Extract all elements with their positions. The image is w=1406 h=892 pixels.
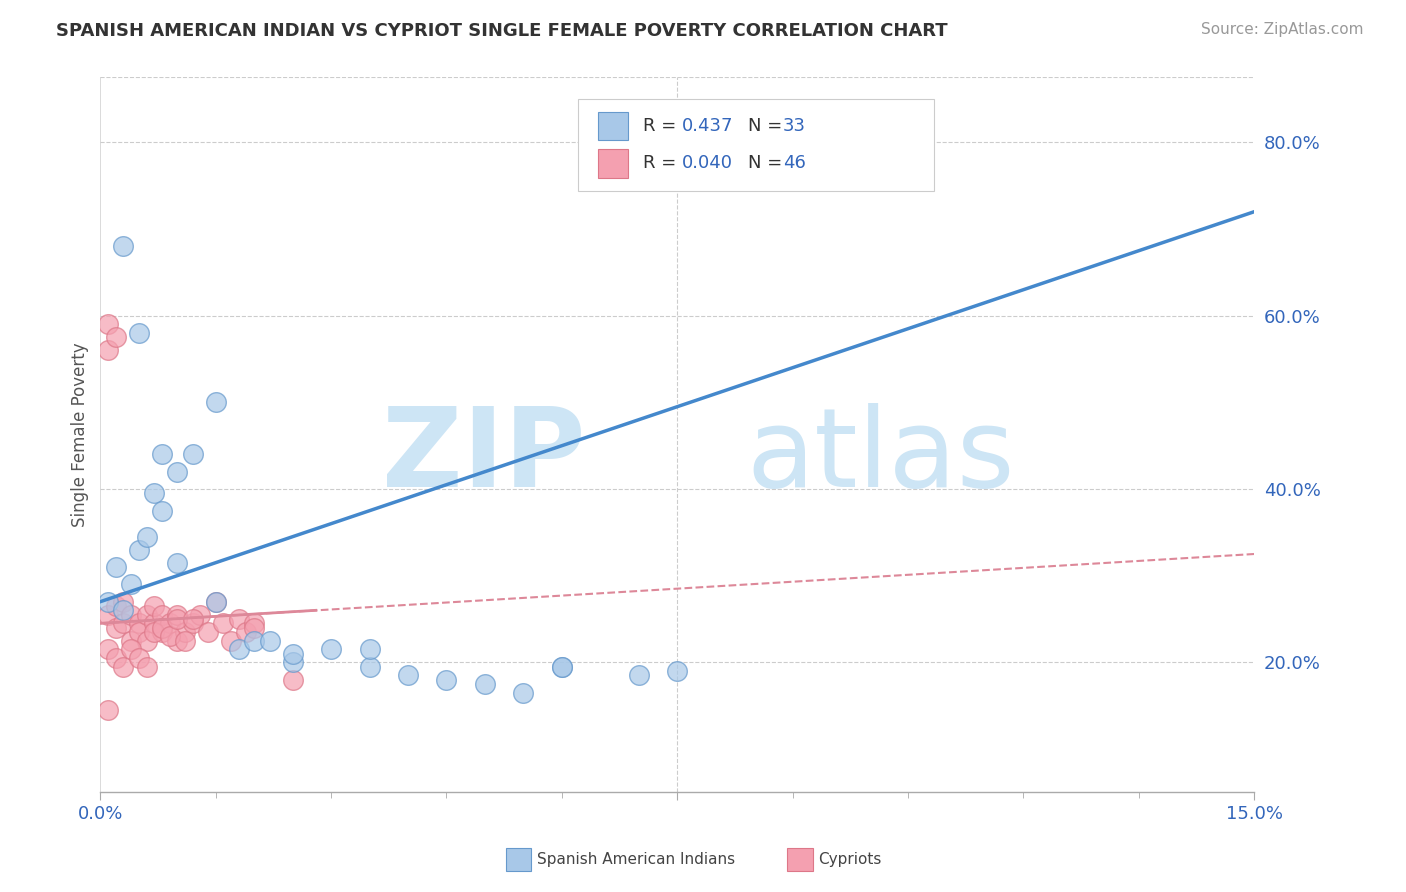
Point [551, 659, 574, 673]
Point [97, 703, 120, 717]
Point [112, 595, 135, 609]
Point [436, 673, 458, 687]
Point [281, 656, 304, 670]
Point [150, 447, 173, 461]
Point [112, 616, 135, 631]
Point [512, 686, 534, 700]
Point [104, 599, 127, 613]
Point [104, 621, 127, 635]
Point [97, 318, 120, 332]
Point [128, 625, 150, 640]
Point [150, 625, 173, 640]
Point [243, 621, 266, 635]
Point [228, 612, 250, 626]
Text: N =: N = [748, 117, 787, 135]
Point [135, 530, 157, 544]
Point [474, 677, 496, 691]
Point [166, 556, 188, 570]
Point [150, 607, 173, 622]
Text: atlas: atlas [747, 403, 1015, 510]
Point [858, 127, 880, 141]
Point [143, 625, 166, 640]
Point [359, 642, 381, 657]
Point [204, 595, 226, 609]
Point [120, 633, 142, 648]
Point [97, 642, 120, 657]
Point [666, 664, 689, 678]
Point [181, 616, 204, 631]
Point [181, 612, 204, 626]
Point [188, 607, 211, 622]
Point [120, 577, 142, 591]
Text: Spanish American Indians: Spanish American Indians [537, 853, 735, 867]
Point [150, 504, 173, 518]
Point [551, 659, 574, 673]
Point [219, 633, 242, 648]
Point [396, 668, 419, 682]
Point [166, 633, 188, 648]
Point [97, 595, 120, 609]
Text: R =: R = [643, 117, 682, 135]
Point [143, 486, 166, 500]
Point [281, 673, 304, 687]
Point [150, 621, 173, 635]
Point [143, 616, 166, 631]
Text: 33: 33 [783, 117, 806, 135]
Point [143, 599, 166, 613]
Point [120, 607, 142, 622]
Text: R =: R = [643, 154, 682, 172]
Point [166, 607, 188, 622]
Point [97, 607, 120, 622]
Point [204, 595, 226, 609]
Point [112, 659, 135, 673]
Point [166, 465, 188, 479]
Point [181, 447, 204, 461]
Point [135, 633, 157, 648]
Point [235, 625, 257, 640]
Point [627, 668, 650, 682]
Point [243, 633, 266, 648]
Point [212, 616, 235, 631]
Point [112, 239, 135, 253]
Point [128, 651, 150, 665]
Point [128, 326, 150, 340]
Point [159, 616, 181, 631]
Point [159, 629, 181, 643]
Point [204, 395, 226, 409]
Text: SPANISH AMERICAN INDIAN VS CYPRIOT SINGLE FEMALE POVERTY CORRELATION CHART: SPANISH AMERICAN INDIAN VS CYPRIOT SINGL… [56, 22, 948, 40]
Point [197, 625, 219, 640]
Point [128, 616, 150, 631]
Point [281, 647, 304, 661]
Point [128, 542, 150, 557]
Text: ZIP: ZIP [381, 403, 585, 510]
Point [135, 607, 157, 622]
Point [97, 343, 120, 358]
Point [104, 330, 127, 344]
Text: 0.437: 0.437 [682, 117, 734, 135]
Text: N =: N = [748, 154, 787, 172]
Point [243, 616, 266, 631]
Point [135, 659, 157, 673]
Point [104, 651, 127, 665]
Point [319, 642, 342, 657]
Point [104, 560, 127, 574]
Y-axis label: Single Female Poverty: Single Female Poverty [72, 343, 89, 527]
Point [259, 633, 281, 648]
Point [174, 633, 197, 648]
Point [359, 659, 381, 673]
Point [112, 603, 135, 617]
Text: 46: 46 [783, 154, 806, 172]
Text: 0.040: 0.040 [682, 154, 733, 172]
Point [166, 612, 188, 626]
Text: Source: ZipAtlas.com: Source: ZipAtlas.com [1201, 22, 1364, 37]
Text: Cypriots: Cypriots [818, 853, 882, 867]
Point [120, 642, 142, 657]
Point [228, 642, 250, 657]
Point [174, 625, 197, 640]
